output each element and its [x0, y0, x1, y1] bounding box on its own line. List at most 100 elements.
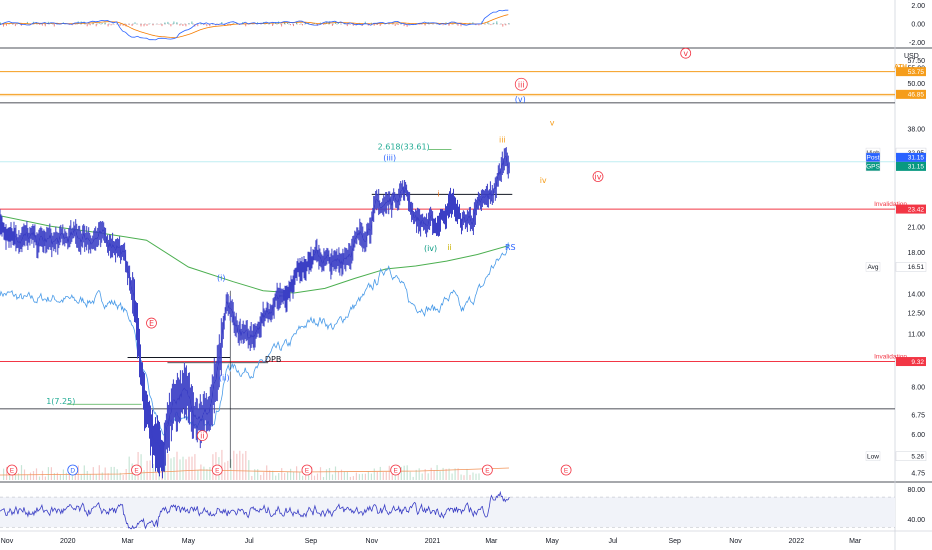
- volume-bar: [140, 454, 142, 480]
- volume-bar: [475, 473, 477, 480]
- volume-bar: [149, 460, 151, 480]
- wave-label: iii: [499, 136, 506, 145]
- volume-bar: [269, 470, 271, 480]
- event-marker-label: D: [70, 468, 75, 475]
- event-marker-circle: [390, 464, 402, 476]
- histogram-bar: [92, 22, 94, 24]
- histogram-bar: [302, 24, 303, 26]
- time-tick-label: Jul: [608, 538, 617, 545]
- volume-bar: [242, 453, 244, 480]
- price-tick-label: 18.00: [907, 250, 925, 257]
- histogram-bar: [131, 24, 133, 26]
- volume-bar: [352, 476, 354, 480]
- volume-bar: [290, 468, 292, 480]
- volume-bar: [319, 467, 322, 480]
- volume-bar: [472, 472, 474, 480]
- volume-bar: [448, 468, 450, 480]
- histogram-bar: [281, 24, 283, 27]
- price-axis: 57.5055.0050.0038.0021.0018.0014.0012.50…: [907, 3, 925, 524]
- time-tick-label: Sep: [669, 538, 682, 545]
- wave-label: v: [550, 119, 555, 128]
- volume-bar: [397, 471, 399, 480]
- volume-bar: [221, 449, 223, 480]
- volume-bar: [358, 474, 360, 480]
- volume-bar: [6, 466, 8, 480]
- histogram-bar: [394, 24, 396, 26]
- volume-bar: [370, 473, 372, 480]
- price-tick-label: 57.50: [907, 58, 925, 65]
- volume-bar: [436, 465, 438, 480]
- histogram-bar: [475, 24, 477, 26]
- histogram-bar: [167, 21, 169, 24]
- volume-bar: [316, 473, 319, 480]
- histogram-bar: [44, 24, 46, 27]
- histogram-bar: [367, 24, 369, 26]
- histogram-bar: [146, 24, 148, 26]
- histogram-bar: [508, 23, 510, 24]
- event-marker-circle: [301, 464, 313, 476]
- histogram-bar: [86, 24, 88, 27]
- histogram-bar: [364, 21, 366, 24]
- currency-label: USD: [904, 53, 919, 60]
- histogram-bar: [113, 24, 115, 25]
- volume-bar: [361, 473, 363, 480]
- volume-bar: [35, 468, 38, 480]
- volume-bar: [113, 466, 115, 480]
- volume-bar: [451, 473, 453, 480]
- wave-label: (i): [217, 274, 225, 283]
- volume-bar: [170, 458, 172, 480]
- wave-label: ii: [200, 432, 204, 441]
- volume-bar: [284, 473, 286, 480]
- histogram-bar: [290, 24, 291, 26]
- event-marker-label: E: [134, 468, 139, 475]
- top-osc-tick-label: 0.00: [911, 22, 925, 29]
- volume-bar: [230, 459, 232, 480]
- volume-bar: [119, 472, 121, 480]
- volume-bar: [400, 466, 402, 480]
- wave-label: 2.618(33.61): [378, 142, 430, 151]
- time-tick-label: Mar: [122, 538, 135, 545]
- volume-bar: [427, 473, 429, 480]
- volume-bar: [203, 466, 205, 480]
- volume-bar: [412, 476, 414, 480]
- volume-bar: [433, 470, 435, 480]
- volume-bar: [50, 467, 52, 480]
- price-tag-value: 46.85: [908, 92, 925, 99]
- price-tags: 53.7546.8532.95High31.15Post31.15GPS23.4…: [865, 67, 927, 461]
- histogram-bar: [424, 24, 426, 26]
- macd-line: [0, 9, 509, 41]
- histogram-bar: [101, 23, 103, 24]
- volume-bar: [245, 451, 247, 480]
- volume-bar: [311, 466, 313, 480]
- volume-bar: [373, 468, 375, 480]
- volume-bar: [445, 468, 447, 480]
- volume-bar: [59, 474, 61, 480]
- top-osc-tick-label: -2.00: [909, 40, 925, 47]
- volume-ma-line: [0, 467, 510, 476]
- price-tag-label: Avg: [867, 264, 878, 271]
- volume-bar: [155, 472, 157, 480]
- event-marker-circle: [6, 464, 18, 476]
- volume-bar: [128, 456, 130, 480]
- volume-bar: [376, 471, 378, 480]
- volume-bar: [122, 475, 124, 480]
- volume-bar: [47, 467, 49, 480]
- wave-label: i: [437, 189, 439, 198]
- price-tag-box: [896, 152, 926, 162]
- price-tick-label: 6.00: [911, 432, 925, 439]
- histogram-bar: [3, 24, 4, 27]
- time-tick-label: Nov: [729, 538, 742, 545]
- histogram-bar: [352, 24, 354, 26]
- histogram-bar: [406, 24, 408, 27]
- histogram-bar: [403, 24, 405, 27]
- price-tick-label: 14.00: [907, 292, 925, 299]
- price-tag-box: [896, 161, 926, 171]
- histogram-bar: [26, 21, 28, 24]
- histogram-bar: [487, 22, 489, 24]
- histogram-bar: [376, 24, 378, 25]
- time-tick-label: Mar: [849, 538, 862, 545]
- price-tag-box: [896, 67, 926, 77]
- price-tick-label: 6.75: [911, 412, 925, 419]
- histogram-bar: [104, 22, 106, 24]
